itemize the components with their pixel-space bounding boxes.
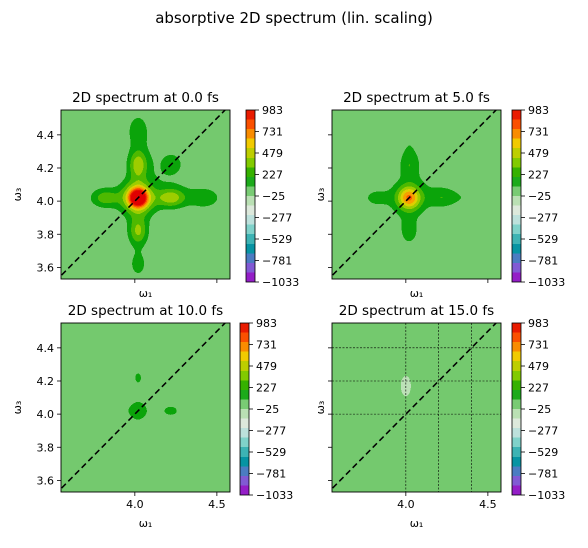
colorbar-tick-label: 479 [528, 147, 549, 160]
colorbar-tick-label: 731 [262, 126, 283, 139]
y-tick-label: 4.4 [37, 129, 55, 142]
colorbar-tick-label: −25 [528, 403, 551, 416]
colorbar-tick-label: 983 [528, 317, 549, 330]
colorbar [511, 322, 522, 496]
subplot-2: 2D spectrum at 5.0 fs ω₁ ω₃ 983 731 479 227 −25… [314, 90, 565, 300]
colorbar-tick-label: 479 [262, 147, 283, 160]
y-axis-label: ω₃ [11, 188, 24, 202]
diagonal-line [332, 110, 498, 277]
colorbar-tick-label: 227 [528, 382, 549, 395]
x-tick-label: 4.0 [397, 498, 415, 511]
y-tick-label: 3.8 [37, 228, 55, 241]
x-axis-label: ω₁ [410, 287, 424, 300]
y-axis-label: ω₃ [314, 188, 327, 202]
x-tick-label: 4.5 [479, 498, 497, 511]
x-axis-label: ω₁ [139, 517, 153, 530]
subplot-title: 2D spectrum at 0.0 fs [72, 90, 219, 106]
colorbar-tick-label: −25 [256, 403, 279, 416]
diagonal-line [61, 323, 227, 490]
colorbar-tick-label: −781 [256, 468, 286, 481]
heatmap-1 [61, 110, 230, 279]
figure-suptitle: absorptive 2D spectrum (lin. scaling) [155, 9, 433, 27]
y-tick-label: 3.8 [37, 441, 55, 454]
colorbar [245, 109, 256, 283]
y-tick-label: 3.6 [37, 474, 55, 487]
colorbar-tick-label: −529 [528, 233, 558, 246]
colorbar-tick-label: 227 [528, 169, 549, 182]
y-tick-label: 4.2 [37, 375, 55, 388]
subplot-4: 4.0 4.5 2D spectrum at 15.0 fs ω₁ ω₃ 983 731 47… [314, 303, 565, 530]
colorbar-tick-label: −1033 [256, 489, 293, 502]
x-tick-label: 4.5 [208, 498, 226, 511]
colorbar-tick-label: 479 [256, 360, 277, 373]
y-tick-label: 4.4 [37, 342, 55, 355]
colorbar-tick-label: −277 [256, 425, 286, 438]
axes-frame [60, 109, 231, 280]
subplot-title: 2D spectrum at 10.0 fs [68, 303, 223, 319]
colorbar-tick-label: −529 [528, 446, 558, 459]
colorbar-tick-label: −25 [262, 190, 285, 203]
axes-frame [331, 109, 502, 280]
colorbar-tick-label: 479 [528, 360, 549, 373]
diagonal-line [332, 323, 498, 490]
colorbar-tick-label: 731 [528, 339, 549, 352]
heatmap-3 [61, 323, 230, 492]
colorbar-tick-label: 983 [528, 104, 549, 117]
colorbar-tick-label: −1033 [528, 276, 565, 289]
colorbar-tick-label: −25 [528, 190, 551, 203]
x-tick-label: 4.0 [126, 498, 144, 511]
colorbar-tick-label: −277 [528, 212, 558, 225]
colorbar-tick-label: −781 [528, 468, 558, 481]
colorbar-tick-label: 227 [262, 169, 283, 182]
colorbar-tick-label: 983 [262, 104, 283, 117]
colorbar-tick-label: 731 [256, 339, 277, 352]
colorbar-tick-label: −277 [262, 212, 292, 225]
subplot-1: 3.6 3.8 4.0 4.2 4.4 2D spectrum at 0.0 fs ω₁ ω₃… [11, 90, 299, 300]
x-axis-label: ω₁ [410, 517, 424, 530]
colorbar-tick-label: 227 [256, 382, 277, 395]
y-tick-label: 4.2 [37, 162, 55, 175]
colorbar [239, 322, 250, 496]
colorbar-tick-label: 731 [528, 126, 549, 139]
colorbar-tick-label: −781 [262, 255, 292, 268]
axes-frame [60, 322, 231, 493]
heatmap-4 [332, 323, 501, 492]
y-tick-label: 4.0 [37, 408, 55, 421]
y-tick-label: 3.6 [37, 261, 55, 274]
colorbar-tick-label: −529 [262, 233, 292, 246]
axes-frame [331, 322, 502, 493]
subplot-title: 2D spectrum at 15.0 fs [339, 303, 494, 319]
x-axis-label: ω₁ [139, 287, 153, 300]
y-axis-label: ω₃ [314, 401, 327, 415]
colorbar-tick-label: −1033 [528, 489, 565, 502]
subplot-title: 2D spectrum at 5.0 fs [343, 90, 490, 106]
subplot-3: 4.0 4.5 3.6 3.8 4.0 4.2 4.4 2D spectrum at 10.0… [11, 303, 293, 530]
heatmap-2 [332, 110, 501, 279]
colorbar-tick-label: −781 [528, 255, 558, 268]
colorbar-tick-label: −529 [256, 446, 286, 459]
y-tick-label: 4.0 [37, 195, 55, 208]
diagonal-line [61, 110, 227, 277]
colorbar-tick-label: −277 [528, 425, 558, 438]
colorbar-tick-label: 983 [256, 317, 277, 330]
colorbar-tick-label: −1033 [262, 276, 299, 289]
colorbar [511, 109, 522, 283]
y-axis-label: ω₃ [11, 401, 24, 415]
